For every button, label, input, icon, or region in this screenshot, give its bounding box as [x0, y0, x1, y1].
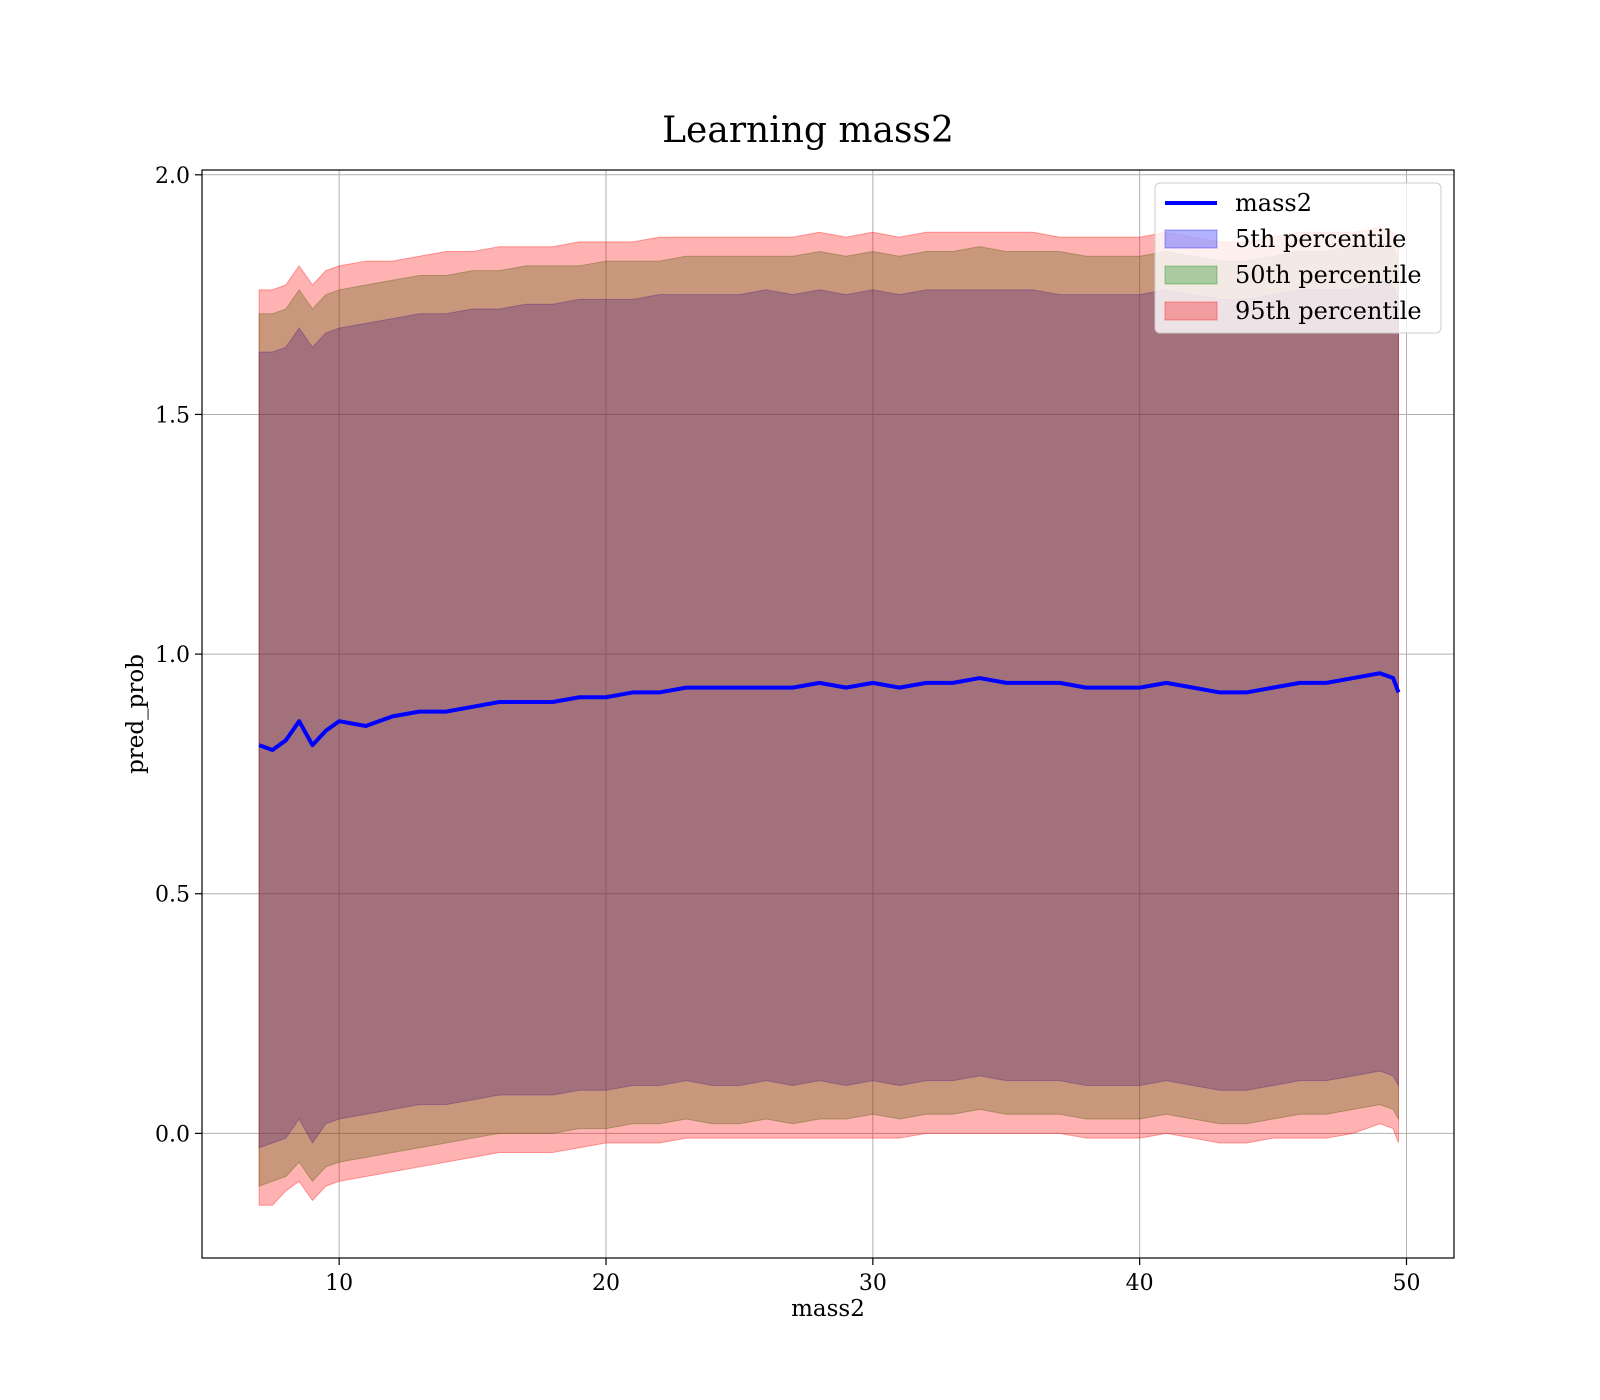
legend-label: 5th percentile: [1235, 225, 1406, 253]
grid: [202, 170, 1454, 1258]
x-tick-label: 50: [1393, 1271, 1421, 1296]
x-tick-label: 10: [325, 1271, 353, 1296]
y-tick-label: 1.0: [155, 643, 190, 668]
legend-label: 95th percentile: [1235, 297, 1422, 325]
y-axis-label: pred_prob: [123, 654, 149, 774]
line-mass2: [258, 671, 1401, 752]
x-tick-label: 40: [1126, 1271, 1154, 1296]
legend-label: 50th percentile: [1235, 261, 1422, 289]
x-tick-label: 20: [592, 1271, 620, 1296]
y-tick-label: 2.0: [155, 164, 190, 189]
percentile-bands: [258, 227, 1399, 1206]
y-tick-label: 0.5: [155, 883, 190, 908]
legend-swatch: [1164, 229, 1218, 249]
y-tick-label: 0.0: [155, 1122, 190, 1147]
legend-box: [1154, 182, 1442, 334]
x-axis-label: mass2: [791, 1296, 865, 1322]
series-lines: [258, 671, 1401, 752]
plot-frame: [201, 169, 1455, 1259]
y-axis-ticks: 0.0 0.5 1.0 1.5 2.0: [155, 164, 202, 1147]
band-95th-percentile: [258, 227, 1399, 1206]
legend-swatch: [1164, 265, 1218, 285]
legend-swatch: [1164, 301, 1218, 321]
band-50th-percentile: [258, 241, 1399, 1187]
band-5th-percentile: [258, 279, 1399, 1149]
chart-title: Learning mass2: [662, 110, 954, 151]
x-tick-label: 30: [859, 1271, 887, 1296]
x-axis-ticks: 10 20 30 40 50: [325, 1258, 1421, 1296]
legend-label: mass2: [1235, 189, 1312, 217]
y-tick-label: 1.5: [155, 403, 190, 428]
legend: mass2 5th percentile 50th percentile 95th p…: [1154, 182, 1442, 334]
